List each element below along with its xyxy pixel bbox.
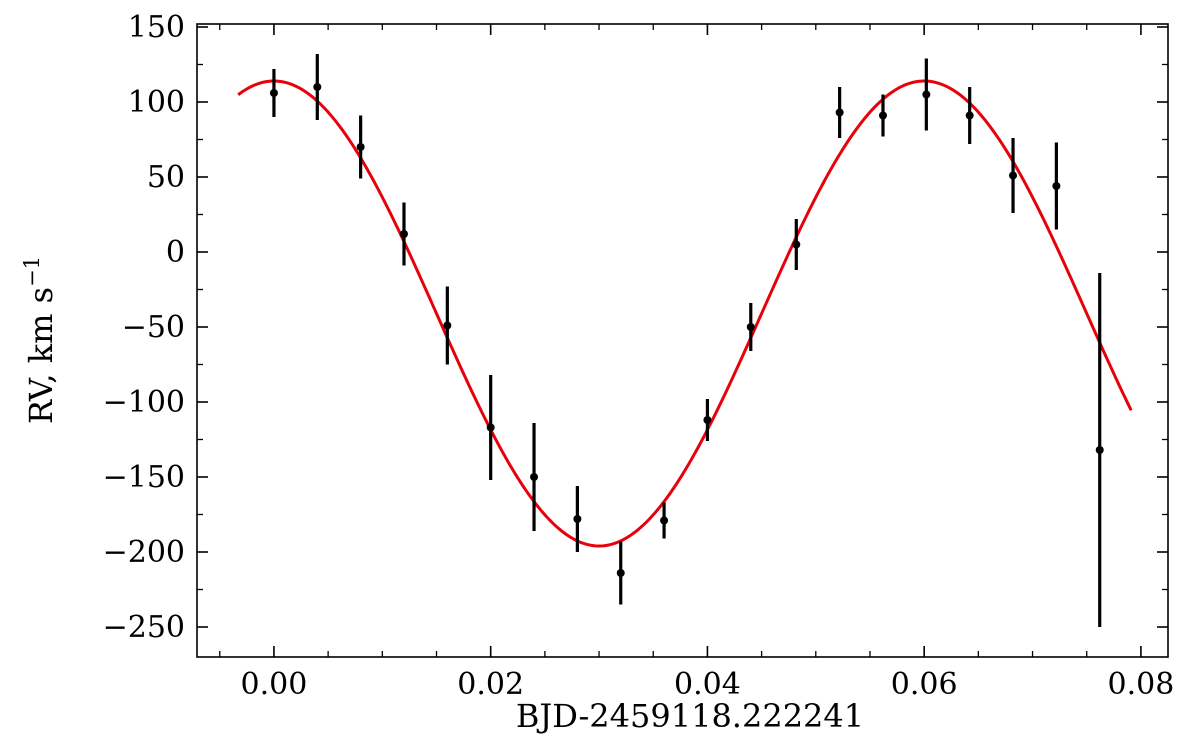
data-point	[573, 515, 582, 523]
data-point	[746, 323, 755, 331]
y-axis-label-main: RV, km s	[22, 287, 60, 424]
x-tick-label: 0.00	[241, 667, 308, 702]
x-tick-label: 0.06	[891, 667, 958, 702]
data-point	[922, 90, 931, 99]
data-point	[1095, 446, 1104, 454]
x-tick-label: 0.04	[674, 667, 741, 702]
data-point	[530, 473, 539, 481]
y-tick-label: −250	[103, 610, 185, 645]
plot-frame	[196, 23, 1169, 658]
data-point	[660, 516, 669, 525]
data-points	[269, 54, 1104, 627]
x-tick-label: 0.02	[457, 667, 524, 702]
data-point	[356, 143, 365, 151]
x-tick-label: 0.08	[1108, 667, 1175, 702]
y-axis-label: RV, km s−1	[20, 256, 60, 424]
data-point	[269, 89, 278, 97]
data-point	[616, 569, 625, 577]
y-tick-label: 150	[128, 10, 185, 45]
data-point	[1009, 171, 1018, 180]
data-point	[486, 423, 495, 432]
x-tick-labels: 0.00 0.02 0.04 0.06 0.08	[241, 667, 1175, 702]
data-point	[792, 240, 801, 249]
data-point	[443, 321, 452, 330]
y-tick-label: −50	[122, 310, 185, 345]
data-point	[1052, 182, 1061, 190]
data-point	[313, 83, 322, 91]
model-curve	[237, 79, 1133, 548]
axis-ticks	[197, 24, 1168, 657]
data-point	[703, 416, 712, 424]
y-tick-label: −100	[103, 385, 185, 420]
data-point	[965, 111, 974, 120]
y-tick-label: 100	[128, 85, 185, 120]
y-tick-label: −150	[103, 460, 185, 495]
y-tick-label: 0	[166, 235, 185, 270]
y-tick-label: −200	[103, 535, 185, 570]
y-axis-label-sup: −1	[20, 256, 44, 287]
data-point	[878, 111, 887, 120]
data-point	[835, 108, 844, 117]
data-point	[399, 230, 408, 238]
y-tick-label: 50	[147, 160, 185, 195]
y-tick-labels: 150 100 50 0 −50 −100 −150 −200 −250	[103, 10, 185, 645]
x-axis-label: BJD-2459118.222241	[516, 697, 864, 735]
